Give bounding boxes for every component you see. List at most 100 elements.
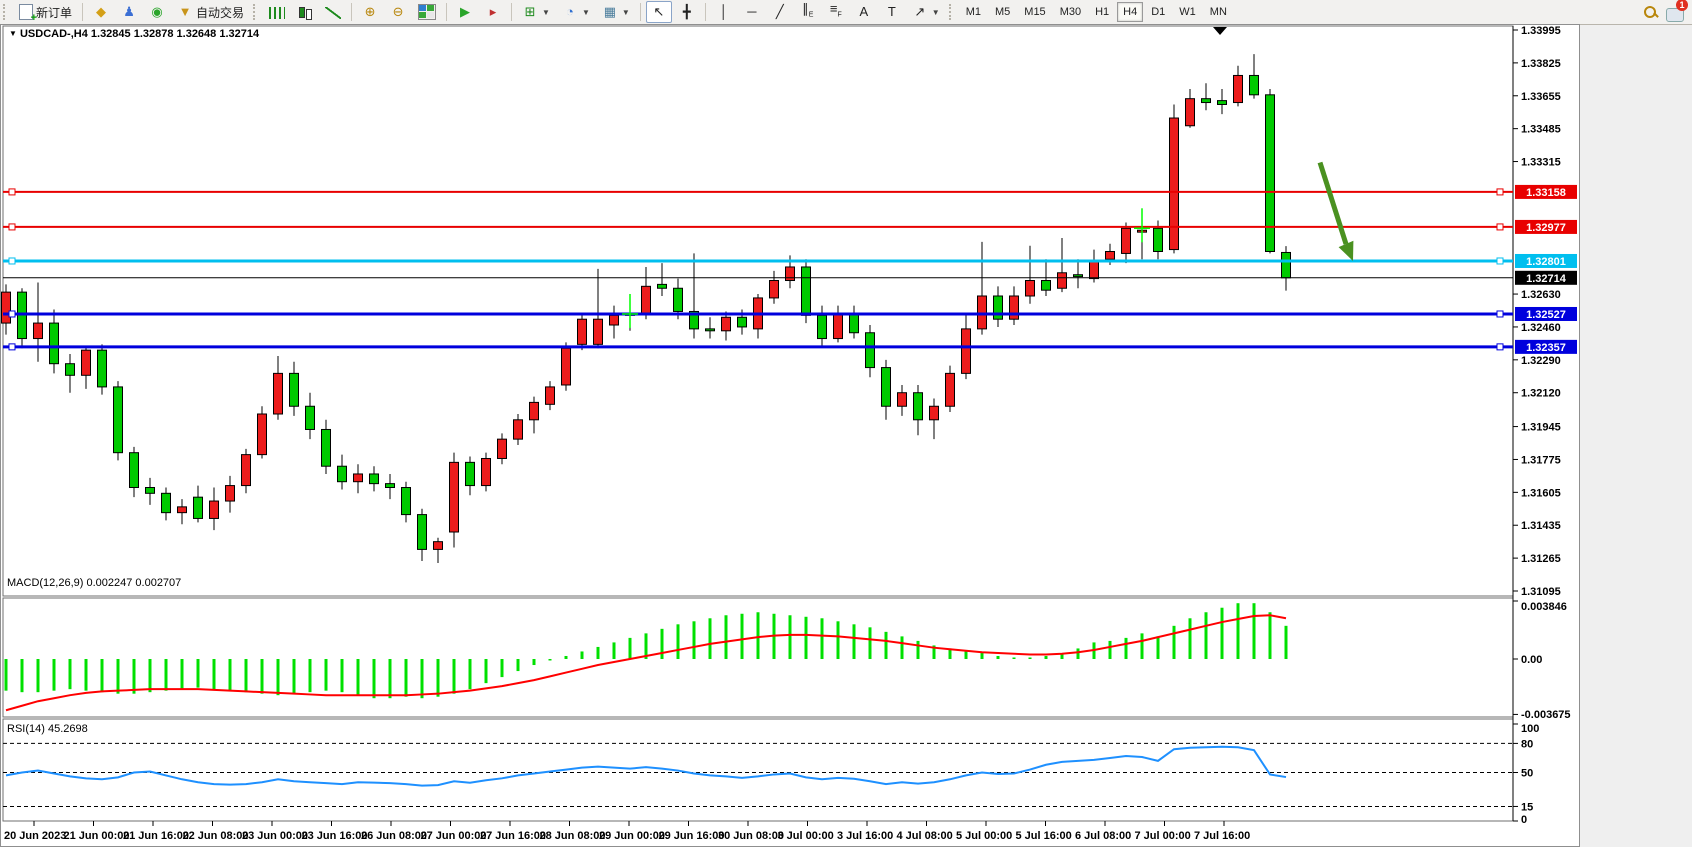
candlestick-chart-button[interactable] — [292, 1, 318, 23]
navigator-button[interactable]: ♟ — [116, 1, 142, 23]
chat-icon — [1666, 8, 1684, 22]
line-anchor-handle[interactable] — [1496, 343, 1504, 351]
timeframe-mn-button[interactable]: MN — [1209, 6, 1227, 18]
line-anchor-handle[interactable] — [1496, 310, 1504, 318]
indicators-icon: ⊞ — [524, 4, 536, 19]
notification-badge: 1 — [1676, 0, 1688, 11]
fibonacci-button[interactable]: ≡F — [823, 1, 849, 23]
zoom-out-button[interactable]: ⊖ — [385, 1, 411, 23]
auto-trading-label: 自动交易 — [196, 5, 245, 20]
crosshair-button[interactable]: ╋ — [674, 1, 700, 23]
toolbar-grip[interactable] — [253, 4, 260, 20]
new-order-button[interactable]: 新订单 — [14, 1, 77, 24]
horizontal-line-button[interactable]: ─ — [739, 1, 765, 23]
price-axis-label: 1.31095 — [1521, 586, 1561, 598]
collapse-triangle-icon[interactable]: ▼ — [9, 29, 17, 38]
crosshair-icon: ╋ — [682, 4, 691, 19]
candle — [369, 473, 379, 485]
price-axis-label: 1.33485 — [1521, 124, 1561, 136]
timeframe-m5-button[interactable]: M5 — [995, 6, 1011, 18]
time-axis-label: 6 Jul 08:00 — [1075, 830, 1131, 842]
line-anchor-handle[interactable] — [8, 257, 16, 265]
cursor-button[interactable]: ↖ — [645, 1, 672, 23]
text-button[interactable]: A — [851, 1, 877, 23]
candle — [513, 419, 523, 440]
auto-trading-button[interactable]: ▼ 自动交易 — [172, 1, 249, 23]
chart-window[interactable]: 1.33158 1.32977 1.32801 1.32714 1.32527 1.323… — [0, 24, 1580, 847]
trendline-button[interactable]: ╱ — [767, 1, 793, 23]
chevron-down-icon[interactable]: ▼ — [931, 7, 940, 17]
time-axis-label: 27 Jun 00:00 — [421, 830, 487, 842]
line-anchor-handle[interactable] — [1496, 257, 1504, 265]
text-label-button[interactable]: T — [879, 1, 905, 23]
time-axis-label: 21 Jun 00:00 — [64, 830, 130, 842]
candle — [849, 312, 859, 334]
chart-canvas[interactable]: 1.33158 1.32977 1.32801 1.32714 1.32527 1.323… — [1, 25, 1579, 846]
candle — [689, 310, 699, 330]
candle — [1025, 280, 1035, 297]
line-anchor-handle[interactable] — [8, 343, 16, 351]
zoom-in-icon: ⊕ — [364, 4, 376, 19]
toolbar-grip[interactable] — [3, 4, 10, 20]
timeframe-m15-button[interactable]: M15 — [1024, 6, 1046, 18]
toolbar-grip[interactable] — [948, 4, 956, 20]
candle — [721, 316, 731, 332]
price-axis-label: 1.32460 — [1521, 322, 1561, 334]
candle — [1153, 227, 1163, 252]
rsi-pane[interactable] — [2, 718, 1514, 822]
line-anchor-handle[interactable] — [8, 310, 16, 318]
timeframe-w1-button[interactable]: W1 — [1179, 6, 1196, 18]
timeframe-h4-button[interactable]: H4 — [1117, 2, 1144, 22]
price-axis-label: 1.31775 — [1521, 454, 1561, 466]
market-watch-button[interactable]: ◆ — [88, 1, 114, 23]
price-axis-label: 1.32630 — [1521, 289, 1561, 301]
periods-button[interactable]: ◔ ▼ — [557, 1, 595, 23]
candle — [497, 438, 507, 459]
candle — [529, 401, 539, 421]
zoom-in-button[interactable]: ⊕ — [357, 1, 383, 23]
terminal-icon: ◉ — [151, 4, 163, 19]
candle — [465, 461, 475, 487]
bar-chart-icon — [269, 7, 286, 19]
bar-chart-button[interactable] — [264, 1, 290, 23]
timeframe-m1-button[interactable]: M1 — [965, 6, 981, 18]
line-anchor-handle[interactable] — [1496, 223, 1504, 231]
candle — [1089, 260, 1099, 280]
arrows-objects-button[interactable]: ↗ ▼ — [907, 1, 945, 23]
macd-axis-label: -0.003675 — [1521, 709, 1571, 721]
tile-windows-button[interactable] — [413, 1, 441, 23]
price-label-chip-text: 1.32801 — [1526, 256, 1566, 268]
periods-icon: ◔ — [566, 4, 574, 19]
indicators-button[interactable]: ⊞ ▼ — [517, 1, 555, 23]
timeframe-m30-button[interactable]: M30 — [1059, 6, 1082, 18]
trendline-icon: ╱ — [775, 4, 784, 19]
vertical-line-button[interactable]: │ — [711, 1, 737, 23]
time-axis-label: 4 Jul 08:00 — [897, 830, 953, 842]
terminal-button[interactable]: ◉ — [144, 1, 170, 23]
candle — [129, 452, 139, 489]
line-anchor-handle[interactable] — [8, 223, 16, 231]
chart-shift-button[interactable]: ▸ — [480, 1, 506, 23]
notifications-button[interactable]: 1 — [1666, 0, 1688, 22]
chevron-down-icon[interactable]: ▼ — [621, 7, 630, 17]
timeframe-h1-button[interactable]: H1 — [1095, 6, 1110, 18]
equidistant-channel-button[interactable]: ∥E — [795, 1, 821, 23]
timeframe-d1-button[interactable]: D1 — [1151, 6, 1166, 18]
price-axis-label: 1.33995 — [1521, 25, 1561, 37]
candle — [1105, 250, 1115, 260]
line-anchor-handle[interactable] — [8, 188, 16, 196]
candle — [177, 506, 187, 514]
candle — [657, 283, 667, 289]
candle — [161, 492, 171, 514]
auto-scroll-button[interactable]: ▶ — [452, 1, 478, 23]
candle — [929, 405, 939, 421]
search-icon[interactable] — [1643, 5, 1658, 20]
line-chart-button[interactable] — [320, 1, 346, 23]
chevron-down-icon[interactable]: ▼ — [542, 7, 550, 17]
templates-button[interactable]: ▦ ▼ — [597, 1, 635, 23]
candle — [65, 363, 75, 376]
arrow-annotation[interactable] — [1317, 161, 1349, 245]
chevron-down-icon[interactable]: ▼ — [581, 7, 590, 17]
toolbar-separator — [704, 3, 706, 21]
line-anchor-handle[interactable] — [1496, 188, 1504, 196]
